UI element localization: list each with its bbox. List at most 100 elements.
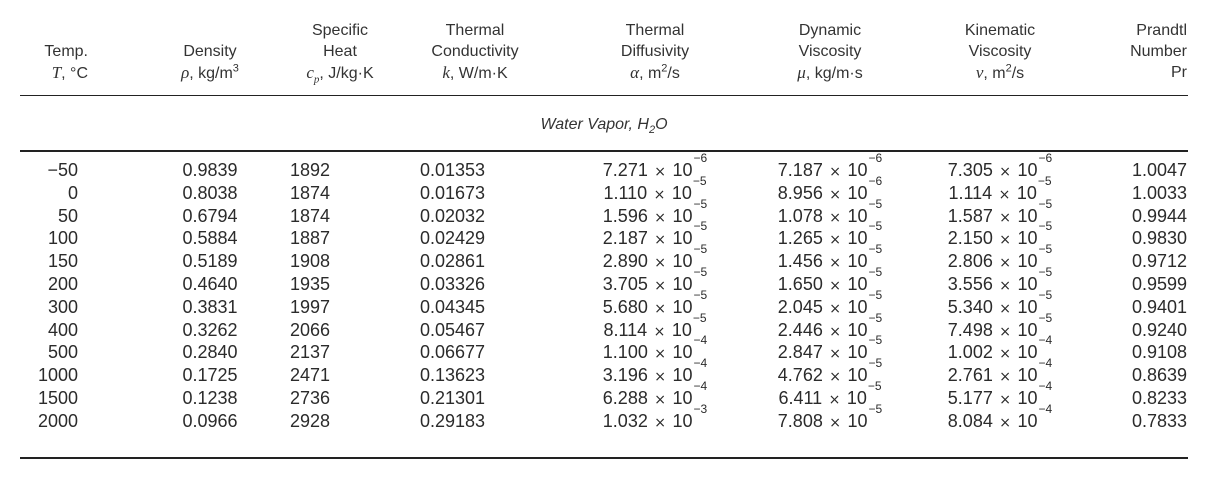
table-row: 400 0.3262 2066 0.05467 8.114 × 10−5 2.446 × … xyxy=(0,312,1209,344)
table-row: 500 0.2840 2137 0.06677 1.100 × 10−4 2.847 × … xyxy=(0,334,1209,366)
header-alpha-line3: α, m2/s xyxy=(630,62,680,82)
times-sign: × xyxy=(994,277,1016,294)
header-pr-line3: Pr xyxy=(1171,64,1187,81)
cell-dynamic-viscosity-exponent: −5 xyxy=(868,401,883,416)
cell-specific-heat: 2066 xyxy=(290,319,331,340)
cell-thermal-diffusivity: 1.596 × 10−5 xyxy=(575,198,735,230)
cell-prandtl-number: 1.0047 xyxy=(1131,160,1187,180)
cell-prandtl-number: 0.9108 xyxy=(1131,342,1187,363)
cell-thermal-diffusivity-mantissa: 2.187 xyxy=(602,228,648,249)
cell-dynamic-viscosity: 7.187 × 10−6 xyxy=(750,152,910,184)
power-base: 10 xyxy=(847,182,868,203)
cell-density: 0.9839 xyxy=(182,160,238,180)
header-temp-line2: T, °C xyxy=(51,63,88,82)
header-mu-line2: Viscosity xyxy=(798,43,862,60)
power-base: 10 xyxy=(1017,205,1038,226)
cell-dynamic-viscosity-mantissa: 7.808 xyxy=(777,410,823,431)
cell-kinematic-viscosity-exponent: −5 xyxy=(1038,196,1053,211)
power-base: 10 xyxy=(847,205,868,226)
times-sign: × xyxy=(994,255,1016,272)
cell-thermal-conductivity: 0.13623 xyxy=(420,365,486,386)
cell-kinematic-viscosity: 1.114 × 10−5 xyxy=(920,175,1080,207)
cell-thermal-diffusivity-mantissa: 2.890 xyxy=(602,251,648,272)
cell-kinematic-viscosity-exponent: −5 xyxy=(1038,219,1053,234)
header-dynamic-viscosity: Dynamic Viscosity μ, kg/m·s xyxy=(760,20,900,84)
power-base: 10 xyxy=(672,205,693,226)
power-base: 10 xyxy=(1016,182,1037,203)
cell-kinematic-viscosity: 8.084 × 10−4 xyxy=(920,403,1080,435)
times-sign: × xyxy=(824,232,846,249)
header-thermal-conductivity: Thermal Conductivity k, W/m·K xyxy=(405,20,545,84)
header-nu-line1: Kinematic xyxy=(964,22,1036,39)
header-thermal-diffusivity: Thermal Diffusivity α, m2/s xyxy=(585,20,725,84)
cell-dynamic-viscosity: 1.265 × 10−5 xyxy=(750,220,910,252)
bottom-rule xyxy=(20,457,1188,459)
cell-kinematic-viscosity-mantissa: 3.556 xyxy=(947,273,993,294)
cell-thermal-diffusivity: 5.680 × 10−5 xyxy=(575,289,735,321)
cell-dynamic-viscosity: 2.045 × 10−5 xyxy=(750,289,910,321)
cell-density: 0.6794 xyxy=(182,205,238,226)
times-sign: × xyxy=(824,323,846,340)
cell-specific-heat: 2471 xyxy=(290,365,331,386)
cell-thermal-diffusivity: 1.032 × 10−3 xyxy=(575,403,735,435)
cell-density: 0.1725 xyxy=(182,365,238,386)
cell-kinematic-viscosity-mantissa: 2.806 xyxy=(947,251,993,272)
cell-thermal-conductivity: 0.02032 xyxy=(420,205,486,226)
header-specific-heat: Specific Heat cp, J/kg·K xyxy=(280,20,400,90)
cell-density: 0.5884 xyxy=(182,228,238,249)
cell-thermal-diffusivity-mantissa: 1.110 xyxy=(603,182,648,203)
times-sign: × xyxy=(824,369,846,386)
cell-dynamic-viscosity: 8.956 × 10−6 xyxy=(750,175,910,207)
section-title: Water Vapor, H2O xyxy=(20,116,1188,136)
power-base: 10 xyxy=(1017,342,1038,363)
table-row: 1000 0.1725 2471 0.13623 3.196 × 10−4 4.762 ×… xyxy=(0,357,1209,387)
cell-thermal-diffusivity-exponent: −5 xyxy=(693,242,708,257)
times-sign: × xyxy=(824,300,846,317)
cell-kinematic-viscosity-exponent: −5 xyxy=(1038,310,1053,325)
cell-thermal-diffusivity-exponent: −5 xyxy=(693,264,708,279)
cell-thermal-conductivity: 0.21301 xyxy=(420,387,486,408)
cell-dynamic-viscosity-mantissa: 2.045 xyxy=(777,296,823,317)
cell-dynamic-viscosity: 1.650 × 10−5 xyxy=(750,266,910,298)
power-base: 10 xyxy=(1017,365,1038,386)
times-sign: × xyxy=(649,391,671,408)
header-nu-line3: ν, m2/s xyxy=(975,62,1025,82)
power-base: 10 xyxy=(847,160,868,180)
times-sign: × xyxy=(649,232,671,249)
cell-dynamic-viscosity: 1.078 × 10−5 xyxy=(750,198,910,230)
cell-density: 0.3262 xyxy=(182,319,238,340)
power-base: 10 xyxy=(847,228,868,249)
cell-density: 0.8038 xyxy=(182,182,238,203)
table-row: −50 0.9839 1892 0.01353 7.271 × 10−6 7.187 × … xyxy=(0,152,1209,184)
table-body: −50 0.9839 1892 0.01353 7.271 × 10−6 7.187 × … xyxy=(0,152,1209,435)
cell-kinematic-viscosity-mantissa: 7.305 xyxy=(947,160,993,180)
power-base: 10 xyxy=(1017,251,1038,272)
cell-dynamic-viscosity-exponent: −5 xyxy=(867,378,882,393)
cell-dynamic-viscosity-mantissa: 2.446 xyxy=(777,319,823,340)
cell-prandtl-number: 0.9240 xyxy=(1131,319,1187,340)
cell-thermal-diffusivity: 6.288 × 10−4 xyxy=(575,380,735,412)
header-cp-line2: Heat xyxy=(323,43,357,60)
power-base: 10 xyxy=(672,365,693,386)
cell-thermal-diffusivity: 1.110 × 10−5 xyxy=(575,175,735,207)
cell-dynamic-viscosity-exponent: −5 xyxy=(868,264,883,279)
cell-kinematic-viscosity: 7.498 × 10−5 xyxy=(920,312,1080,344)
cell-thermal-diffusivity-mantissa: 5.680 xyxy=(602,296,648,317)
times-sign: × xyxy=(649,414,671,431)
cell-thermal-conductivity: 0.01353 xyxy=(420,160,486,180)
cell-kinematic-viscosity-mantissa: 1.002 xyxy=(947,342,993,363)
table-row: 0 0.8038 1874 0.01673 1.110 × 10−5 8.956 × 10… xyxy=(0,175,1209,207)
header-temp: Temp. T, °C xyxy=(20,41,88,84)
cell-kinematic-viscosity: 2.806 × 10−5 xyxy=(920,243,1080,275)
header-density: Density ρ, kg/m3 xyxy=(150,41,270,84)
cell-specific-heat: 1887 xyxy=(290,228,331,249)
times-sign: × xyxy=(994,369,1016,386)
cell-prandtl-number: 0.9401 xyxy=(1131,296,1187,317)
power-base: 10 xyxy=(672,160,693,180)
cell-kinematic-viscosity: 2.150 × 10−5 xyxy=(920,220,1080,252)
header-pr-line1: Prandtl xyxy=(1136,22,1187,39)
cell-kinematic-viscosity: 1.002 × 10−4 xyxy=(920,334,1080,366)
cell-temperature: −50 xyxy=(47,160,78,180)
power-base: 10 xyxy=(672,251,693,272)
